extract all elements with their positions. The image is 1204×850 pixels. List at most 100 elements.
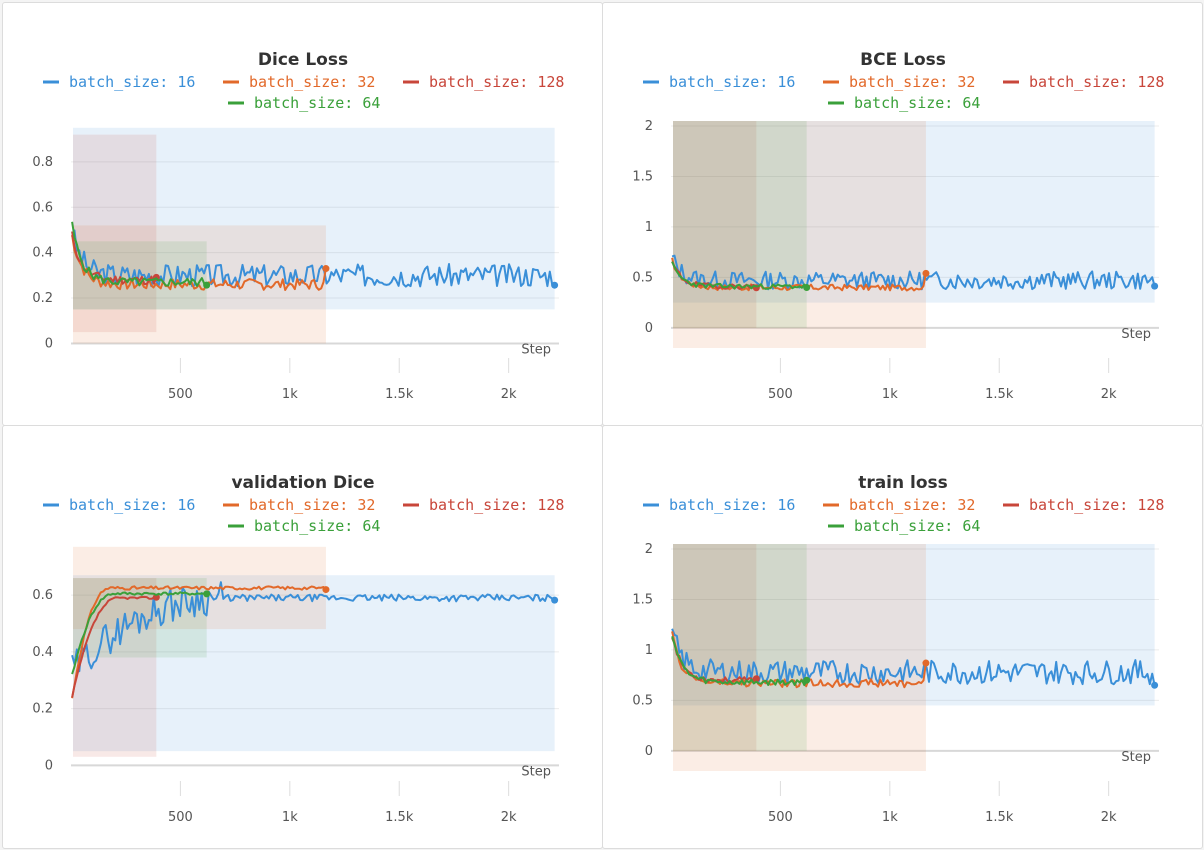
series-range-band	[673, 121, 1155, 303]
series-line[interactable]	[71, 221, 208, 287]
y-tick-label: 0.5	[632, 270, 653, 285]
legend-label[interactable]: batch_size: 16	[669, 73, 795, 91]
series-line[interactable]	[671, 261, 808, 290]
x-tick-label: 500	[168, 387, 193, 402]
series-endpoint[interactable]	[922, 269, 930, 277]
series-endpoint[interactable]	[551, 596, 559, 604]
chart-title: BCE Loss	[860, 50, 946, 70]
legend-label[interactable]: batch_size: 128	[429, 73, 564, 91]
series-line[interactable]	[71, 595, 157, 698]
legend-label[interactable]: batch_size: 64	[854, 517, 980, 535]
series-range-band	[73, 578, 207, 658]
x-tick-label: 2k	[1101, 810, 1117, 825]
chart-validation-dice: validation Dice batch_size: 16 batch_size:…	[32, 473, 564, 825]
x-tick-label: 2k	[501, 387, 517, 402]
x-tick-label: 2k	[1101, 387, 1117, 402]
x-tick-label: 500	[768, 387, 793, 402]
series-range-band	[673, 121, 757, 328]
x-axis-label: Step	[521, 342, 551, 357]
legend-label[interactable]: batch_size: 32	[849, 73, 975, 91]
series-line[interactable]	[71, 585, 327, 699]
legend-label[interactable]: batch_size: 64	[254, 94, 380, 112]
chart-title: train loss	[858, 473, 948, 493]
y-tick-label: 2	[645, 119, 653, 134]
x-tick-label: 1.5k	[985, 810, 1014, 825]
y-tick-label: 0.4	[32, 645, 53, 660]
series-line[interactable]	[671, 254, 1156, 291]
x-tick-label: 1k	[882, 810, 898, 825]
legend-label[interactable]: batch_size: 128	[429, 496, 564, 514]
y-tick-label: 1	[645, 643, 653, 658]
legend-label[interactable]: batch_size: 16	[69, 496, 195, 514]
chart-title: validation Dice	[231, 473, 374, 493]
series-endpoint[interactable]	[322, 586, 330, 594]
y-tick-label: 2	[645, 542, 653, 557]
series-endpoint[interactable]	[803, 283, 811, 291]
series-range-band	[673, 544, 926, 771]
series-endpoint[interactable]	[1151, 282, 1159, 290]
chart-panel-validation-dice[interactable]: validation Dice batch_size: 16 batch_size:…	[2, 425, 603, 849]
series-range-band	[73, 578, 157, 757]
series-range-band	[673, 121, 926, 348]
legend-label[interactable]: batch_size: 32	[249, 73, 375, 91]
y-tick-label: 0	[645, 744, 653, 759]
x-tick-label: 1k	[282, 387, 298, 402]
series-line[interactable]	[671, 628, 1156, 686]
chart-train-loss: train loss batch_size: 16 batch_size: 32 ba…	[632, 473, 1164, 825]
y-tick-label: 0.5	[632, 693, 653, 708]
series-range-band	[73, 134, 157, 333]
series-endpoint[interactable]	[803, 676, 811, 684]
legend-label[interactable]: batch_size: 64	[854, 94, 980, 112]
x-axis-label: Step	[1121, 750, 1151, 765]
x-tick-label: 1k	[282, 810, 298, 825]
series-range-band	[673, 121, 807, 328]
series-endpoint[interactable]	[152, 593, 160, 601]
x-tick-label: 1.5k	[385, 810, 414, 825]
y-tick-label: 1.5	[632, 169, 653, 184]
legend-label[interactable]: batch_size: 128	[1029, 496, 1164, 514]
chart-title: Dice Loss	[258, 50, 348, 70]
legend-label[interactable]: batch_size: 128	[1029, 73, 1164, 91]
series-line[interactable]	[671, 636, 808, 687]
x-tick-label: 1.5k	[385, 387, 414, 402]
chart-panel-train-loss[interactable]: train loss batch_size: 16 batch_size: 32 ba…	[602, 425, 1203, 849]
x-axis-label: Step	[521, 764, 551, 779]
y-tick-label: 0.2	[32, 702, 53, 717]
legend-label[interactable]: batch_size: 64	[254, 517, 380, 535]
y-tick-label: 1	[645, 220, 653, 235]
series-endpoint[interactable]	[1151, 681, 1159, 689]
chart-dice-loss: Dice Loss batch_size: 16 batch_size: 32 bat…	[32, 50, 564, 402]
y-tick-label: 0	[45, 758, 53, 773]
y-tick-label: 0	[645, 321, 653, 336]
x-tick-label: 1k	[882, 387, 898, 402]
y-tick-label: 0.8	[32, 155, 53, 170]
chart-panel-dice-loss[interactable]: Dice Loss batch_size: 16 batch_size: 32 bat…	[2, 2, 603, 426]
series-range-band	[673, 544, 807, 751]
series-line[interactable]	[71, 581, 556, 673]
series-endpoint[interactable]	[322, 265, 330, 273]
series-endpoint[interactable]	[203, 590, 211, 598]
legend-label[interactable]: batch_size: 32	[249, 496, 375, 514]
series-endpoint[interactable]	[551, 281, 559, 289]
y-tick-label: 0.2	[32, 291, 53, 306]
y-tick-label: 0.4	[32, 246, 53, 261]
x-tick-label: 1.5k	[985, 387, 1014, 402]
legend-label[interactable]: batch_size: 32	[849, 496, 975, 514]
x-tick-label: 500	[168, 810, 193, 825]
series-line[interactable]	[671, 257, 927, 292]
y-tick-label: 0.6	[32, 588, 53, 603]
x-axis-label: Step	[1121, 327, 1151, 342]
legend-label[interactable]: batch_size: 16	[669, 496, 795, 514]
chart-bce-loss: BCE Loss batch_size: 16 batch_size: 32 batc…	[632, 50, 1164, 402]
y-tick-label: 1.5	[632, 592, 653, 607]
chart-panel-bce-loss[interactable]: BCE Loss batch_size: 16 batch_size: 32 batc…	[602, 2, 1203, 426]
y-tick-label: 0.6	[32, 200, 53, 215]
series-endpoint[interactable]	[752, 675, 760, 683]
series-endpoint[interactable]	[922, 659, 930, 667]
series-range-band	[673, 544, 757, 751]
legend-label[interactable]: batch_size: 16	[69, 73, 195, 91]
y-tick-label: 0	[45, 336, 53, 351]
series-line[interactable]	[71, 591, 207, 675]
x-tick-label: 2k	[501, 810, 517, 825]
series-endpoint[interactable]	[203, 281, 211, 289]
